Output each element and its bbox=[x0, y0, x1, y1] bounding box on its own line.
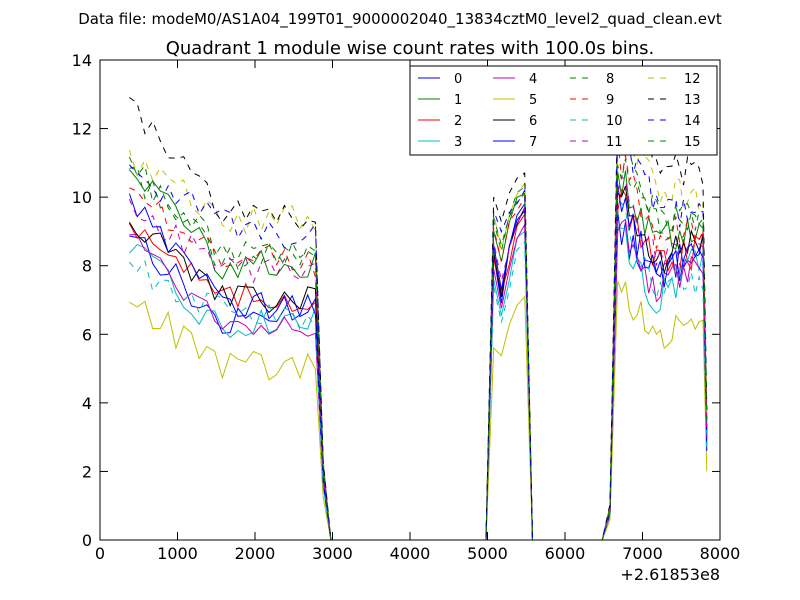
series-line-4 bbox=[129, 218, 708, 541]
series-line-13 bbox=[129, 88, 708, 541]
legend-label-10: 10 bbox=[606, 114, 623, 129]
legend-label-5: 5 bbox=[529, 93, 537, 108]
x-tick-label: 3000 bbox=[312, 544, 353, 563]
y-tick-label: 14 bbox=[72, 51, 92, 70]
series-line-2 bbox=[128, 188, 708, 541]
axes-layer: 0 1000 2000 3000 4000 5000 6000 7000 80000246810… bbox=[72, 51, 741, 584]
series-line-3 bbox=[129, 225, 708, 541]
y-tick-label: 2 bbox=[82, 462, 92, 481]
x-offset-label: +2.61853e8 bbox=[620, 565, 720, 584]
legend-label-8: 8 bbox=[606, 72, 614, 87]
legend-label-3: 3 bbox=[454, 135, 462, 150]
suptitle: Data file: modeM0/AS1A04_199T01_90000020… bbox=[78, 10, 722, 29]
legend-label-14: 14 bbox=[684, 114, 701, 129]
series-line-8 bbox=[129, 158, 708, 541]
x-tick-label: 7000 bbox=[622, 544, 663, 563]
legend-box bbox=[409, 65, 718, 156]
series-line-1 bbox=[129, 169, 708, 541]
series-line-9 bbox=[129, 139, 708, 541]
series-line-7 bbox=[128, 184, 708, 541]
series-layer bbox=[128, 88, 708, 541]
legend-label-11: 11 bbox=[606, 135, 623, 150]
legend-label-12: 12 bbox=[684, 72, 701, 87]
x-tick-label: 5000 bbox=[467, 544, 508, 563]
legend-label-13: 13 bbox=[684, 93, 701, 108]
series-line-11 bbox=[128, 175, 708, 541]
legend-label-9: 9 bbox=[606, 93, 614, 108]
y-tick-label: 10 bbox=[72, 188, 92, 207]
series-line-5 bbox=[129, 280, 708, 541]
legend-label-2: 2 bbox=[454, 114, 462, 129]
legend-label-4: 4 bbox=[529, 72, 537, 87]
legend-label-7: 7 bbox=[529, 135, 537, 150]
x-tick-label: 0 bbox=[95, 544, 105, 563]
x-tick-label: 8000 bbox=[700, 544, 741, 563]
legend-label-15: 15 bbox=[684, 135, 701, 150]
x-tick-label: 4000 bbox=[390, 544, 431, 563]
chart-title: Quadrant 1 module wise count rates with … bbox=[166, 38, 655, 59]
y-tick-label: 6 bbox=[82, 325, 92, 344]
series-line-10 bbox=[129, 201, 708, 541]
x-tick-label: 2000 bbox=[235, 544, 276, 563]
legend-label-0: 0 bbox=[454, 72, 462, 87]
series-line-14 bbox=[129, 119, 708, 541]
y-tick-label: 4 bbox=[82, 394, 92, 413]
y-tick-label: 0 bbox=[82, 531, 92, 550]
legend-label-1: 1 bbox=[454, 93, 462, 108]
y-tick-label: 12 bbox=[72, 120, 92, 139]
legend-label-6: 6 bbox=[529, 114, 537, 129]
x-tick-label: 1000 bbox=[157, 544, 198, 563]
x-tick-label: 6000 bbox=[545, 544, 586, 563]
y-tick-label: 8 bbox=[82, 257, 92, 276]
